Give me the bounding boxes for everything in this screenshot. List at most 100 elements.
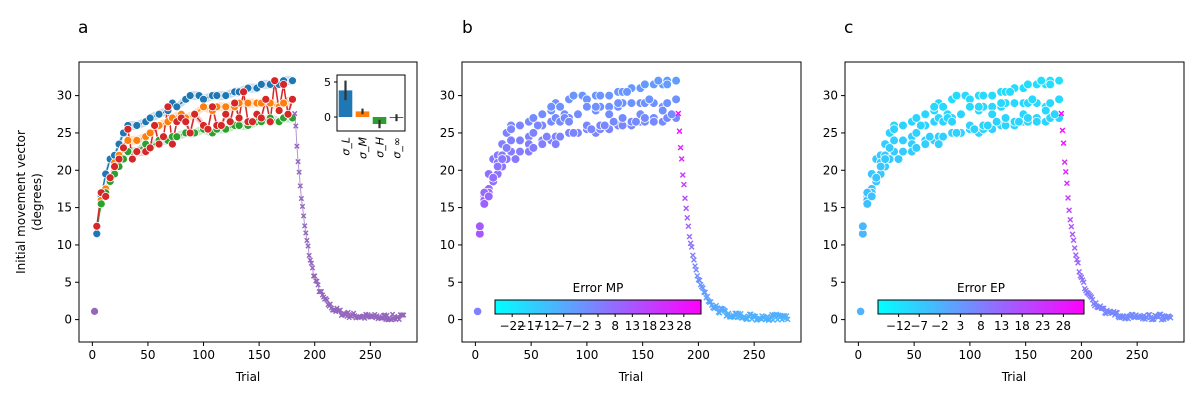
washout-point [691, 256, 697, 263]
scatter-point [893, 154, 904, 164]
panel-b-xtick-label: 200 [687, 348, 710, 362]
washout-point [305, 243, 311, 249]
scatter-point [640, 113, 650, 123]
washout-point [304, 237, 310, 244]
colorbar-tick-label: 3 [957, 319, 965, 333]
scatter-point [1023, 79, 1033, 90]
panel-a-xtick-label: 100 [192, 348, 215, 362]
scatter-point [866, 191, 877, 202]
scatter-point [666, 109, 677, 120]
panel-a-ytick-label: 30 [57, 89, 72, 103]
colorbar-tick-label: 28 [1056, 319, 1071, 333]
series-point-green [234, 121, 244, 130]
scatter-point [662, 98, 672, 108]
colorbar-tick-label: −2 [572, 319, 590, 333]
scatter-point [533, 120, 543, 131]
scatter-point [564, 116, 574, 127]
panel-c-axes-frame [844, 61, 1185, 343]
series-point-orange [145, 128, 155, 138]
washout-point [318, 288, 325, 295]
washout-point [302, 223, 308, 229]
panel-c-ytick-label: 5 [830, 275, 838, 289]
washout-point [1069, 231, 1076, 238]
scatter-point [920, 139, 931, 149]
panel-c-xtick-label: 150 [1014, 348, 1037, 362]
washout-point [1062, 168, 1069, 175]
series-point-red [145, 143, 155, 153]
washout-point [310, 273, 317, 279]
scatter-point [911, 143, 922, 153]
series-point-orange [132, 135, 142, 145]
panel-c-ticks: 0 50 100 150 200 250 0 5 10 15 20 25 30 [823, 89, 1149, 362]
series-point-red [221, 109, 231, 119]
panel-a-ytick-label: 10 [57, 238, 72, 252]
series-point-blue [172, 102, 182, 112]
panel-a-marks [90, 76, 407, 323]
series-point-blue [212, 91, 222, 100]
scatter-point [978, 90, 989, 101]
panel-a-ylabel-line1: Initial movement vector [14, 130, 28, 274]
scatter-point [573, 109, 583, 120]
colorbar-label: Error MP [573, 281, 624, 295]
colorbar-tick-label: 18 [642, 319, 657, 333]
scatter-point [987, 109, 997, 120]
scatter-point [550, 139, 561, 149]
colorbar-tick-label: 13 [994, 319, 1009, 333]
series-point-red [105, 173, 115, 183]
scatter-point [568, 128, 579, 138]
washout-point [399, 312, 406, 318]
scatter-point [586, 124, 597, 134]
panel-c-ytick-label: 25 [823, 126, 838, 140]
scatter-point [858, 221, 868, 232]
washout-point [722, 308, 729, 315]
panel-a-xtick-label: 150 [248, 348, 271, 362]
panel-b-xtick-label: 250 [743, 348, 766, 362]
scatter-point [644, 94, 655, 105]
panel-b-ytick-label: 5 [447, 275, 455, 289]
panel-b-marks [473, 75, 791, 324]
washout-point [1093, 299, 1099, 306]
panel-a-ytick-label: 25 [57, 126, 72, 140]
washout-point [309, 265, 316, 271]
series-point-orange [221, 102, 231, 112]
washout-point [677, 144, 684, 151]
scatter-point [1045, 79, 1055, 90]
series-point-red [279, 80, 288, 89]
colorbar-tick-label: 8 [977, 319, 985, 333]
scatter-point [595, 90, 606, 101]
washout-point [1059, 127, 1066, 134]
series-point-red [190, 109, 200, 119]
washout-point [693, 266, 700, 273]
washout-point [298, 195, 305, 202]
scatter-point [1049, 109, 1060, 120]
series-point-blue [92, 229, 102, 239]
panel-a-xtick-label: 0 [89, 348, 97, 362]
inset-ytick-label: 5 [324, 76, 331, 89]
washout-point [1071, 245, 1078, 251]
panel-c-ytick-label: 30 [823, 89, 838, 103]
series-point-red [274, 106, 284, 115]
panel-c-xtick-label: 100 [958, 348, 981, 362]
panel-b-xtick-label: 0 [472, 348, 480, 362]
scatter-point [1054, 94, 1064, 105]
washout-point [308, 260, 315, 266]
panel-c-marks [856, 75, 1174, 323]
washout-point [296, 169, 302, 175]
washout-point [314, 278, 320, 284]
scatter-point [640, 79, 650, 90]
washout-point [692, 263, 698, 269]
series-point-red [110, 162, 119, 171]
baseline-point [473, 306, 483, 316]
series-point-blue [288, 76, 297, 86]
panel-c-ytick-label: 0 [830, 313, 838, 327]
scatter-point [987, 90, 997, 101]
washout-point [1075, 259, 1081, 266]
series-point-red [114, 154, 124, 164]
inset-ytick-label: 0 [324, 111, 331, 124]
series-point-orange [199, 102, 208, 112]
colorbar-tick-label: −17 [517, 319, 542, 333]
series-point-red [127, 154, 137, 164]
panel-a-xtick-label: 250 [359, 348, 382, 362]
series-point-red [248, 117, 257, 127]
panel-c-ytick-label: 20 [823, 163, 838, 177]
